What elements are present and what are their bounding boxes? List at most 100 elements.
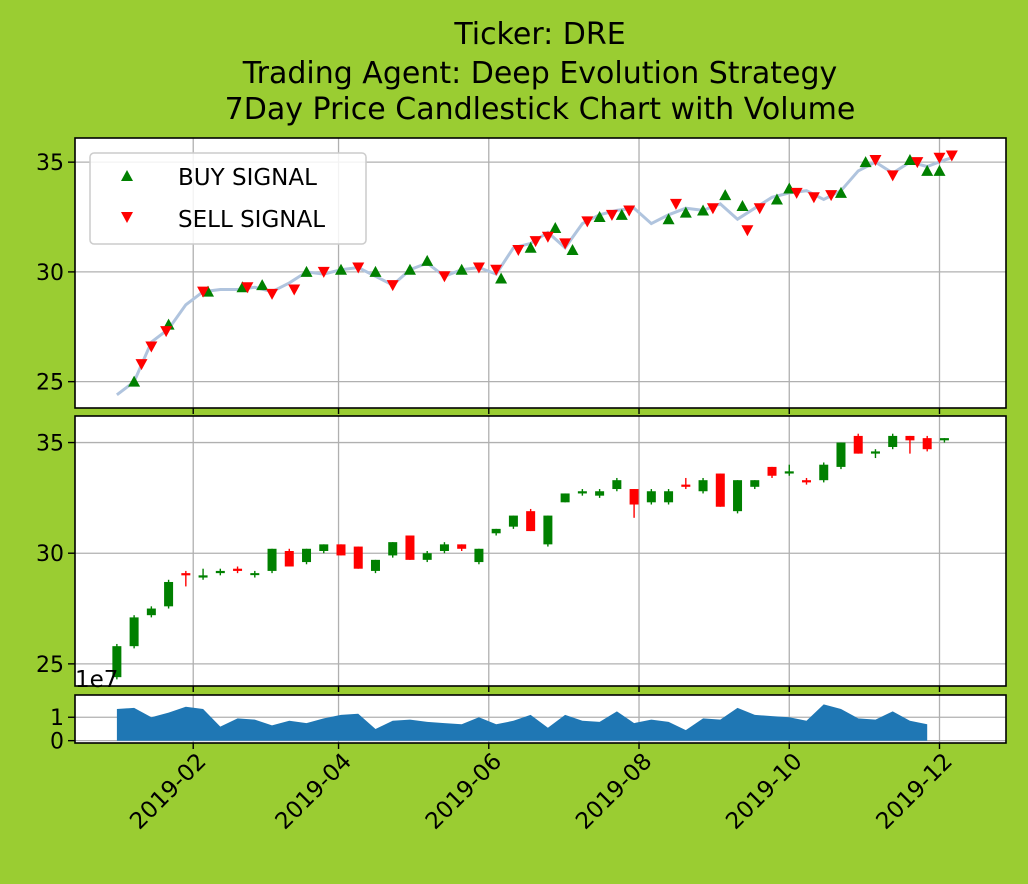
y-tick-label: 0: [50, 730, 64, 755]
signals-y-axis: 25 30 35: [36, 151, 75, 396]
y-tick-label: 35: [36, 151, 64, 176]
candle-body: [353, 546, 363, 569]
candle-body: [698, 480, 708, 492]
buy-signal-marker: [566, 243, 579, 255]
sell-signal-marker: [512, 244, 525, 256]
sell-signal-marker: [386, 280, 399, 292]
sell-signal-marker: [790, 187, 803, 199]
sell-signal-marker: [490, 264, 503, 276]
candle-body: [284, 551, 294, 567]
sell-signal-marker: [605, 209, 618, 221]
legend-sell-marker: [121, 212, 133, 223]
buy-signal-marker: [615, 208, 628, 220]
sell-signal-marker: [288, 284, 301, 296]
buy-signal-marker: [593, 211, 606, 223]
buy-signal-marker: [933, 164, 946, 176]
volume-frame: [74, 694, 1007, 744]
candlestick-series: [112, 433, 949, 680]
candle-body: [215, 570, 225, 574]
sell-signal-marker: [807, 192, 820, 204]
candle-body: [129, 617, 139, 647]
buy-signal-marker: [495, 272, 508, 284]
candle-body: [181, 573, 191, 576]
chart-title-line-3: 7Day Price Candlestick Chart with Volume: [225, 92, 856, 127]
buy-signal-marker: [549, 222, 562, 233]
candle-body: [577, 491, 587, 494]
candle-body: [146, 608, 156, 616]
candle-body: [819, 464, 829, 481]
candle-body: [439, 544, 449, 551]
sell-signal-marker: [623, 205, 636, 217]
buy-signal-marker: [662, 213, 675, 225]
candle-body: [595, 491, 605, 496]
sell-signal-marker: [541, 231, 554, 243]
sell-signal-marker: [145, 341, 158, 353]
legend-box: [89, 152, 367, 245]
candle-body: [112, 646, 122, 678]
candle-body: [715, 473, 725, 507]
candle-body: [922, 438, 932, 450]
sell-signal-marker: [266, 288, 279, 300]
candle-body: [405, 535, 415, 560]
sell-signal-marker: [438, 271, 451, 283]
candlestick-y-axis: 25 30 35: [36, 432, 75, 678]
buy-signal-marker: [524, 241, 537, 253]
candle-body: [164, 581, 174, 607]
candle-body: [733, 480, 743, 512]
candle-body: [784, 471, 794, 474]
sell-signal-marker: [741, 225, 754, 237]
candle-body: [319, 544, 329, 551]
sell-signal-marker: [911, 157, 924, 169]
legend-sell-label: SELL SIGNAL: [178, 207, 325, 233]
buy-signal-marker: [770, 193, 783, 205]
buy-signal-marker: [921, 164, 934, 176]
candle-body: [905, 435, 915, 441]
candle-body: [836, 442, 846, 467]
chart-title-line-2: Trading Agent: Deep Evolution Strategy: [242, 56, 838, 91]
candle-body: [457, 544, 467, 549]
volume-panel: 01 1e7: [50, 667, 1007, 755]
legend-buy-marker: [121, 170, 133, 181]
y-tick-label: 35: [36, 432, 64, 457]
candle-body: [646, 491, 656, 503]
candle-body: [629, 489, 639, 505]
buy-signal-marker: [679, 206, 692, 218]
buy-signal-marker: [834, 186, 847, 198]
volume-area: [116, 704, 928, 741]
buy-signal-marker: [128, 375, 141, 387]
volume-y-axis: 01: [50, 706, 75, 755]
volume-multiplier-label: 1e7: [75, 667, 118, 693]
sell-signal-marker: [559, 238, 572, 250]
candlestick-frame: [74, 415, 1007, 687]
candle-body: [870, 451, 880, 454]
volume-series: [116, 704, 928, 741]
candle-body: [543, 515, 553, 545]
candle-body: [612, 480, 622, 490]
sell-signal-marker: [886, 170, 899, 182]
sell-signal-marker: [825, 190, 838, 202]
sell-signal-marker: [933, 152, 946, 164]
buy-signal-marker: [403, 263, 416, 275]
candle-body: [250, 573, 260, 576]
legend-buy-label: BUY SIGNAL: [178, 165, 317, 191]
buy-signal-marker: [300, 265, 313, 277]
buy-signal-marker: [369, 265, 382, 277]
candle-body: [233, 568, 243, 571]
sell-signal-marker: [317, 266, 330, 278]
sell-signal-marker: [669, 198, 682, 210]
sell-signal-marker: [945, 150, 958, 162]
buy-signal-marker: [719, 189, 732, 201]
buy-signal-marker: [256, 279, 269, 291]
sell-signal-marker: [352, 262, 365, 274]
sell-signal-marker: [160, 326, 173, 338]
candle-body: [370, 559, 380, 571]
candlestick-panel: 25 30 35: [36, 415, 1007, 692]
buy-signal-marker: [736, 200, 749, 212]
candle-body: [750, 480, 760, 487]
buy-signal-marker: [335, 263, 347, 275]
signals-panel: 25 30 35 BUY SIGNAL SELL SIGNAL: [36, 137, 1007, 414]
candle-body: [198, 575, 208, 578]
sell-signal-marker: [753, 203, 766, 215]
candle-body: [664, 491, 674, 503]
